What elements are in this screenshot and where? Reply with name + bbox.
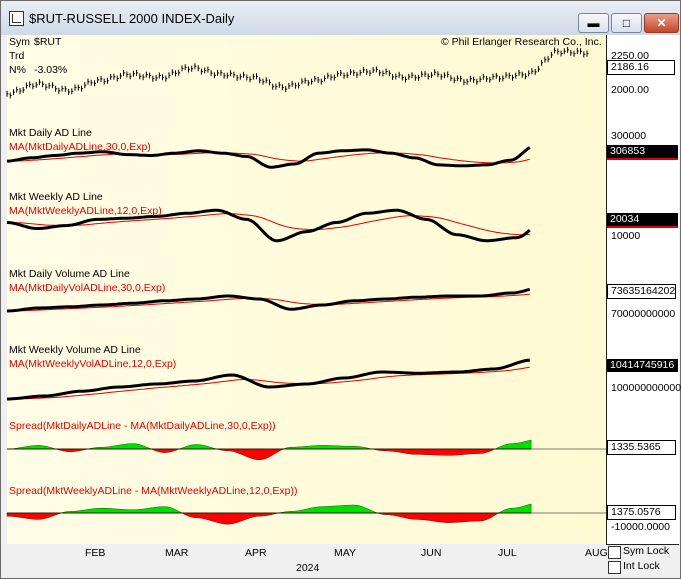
price-panel[interactable]: Sym $RUT Trd N% -3.03% © Phil Erlanger R… (6, 35, 606, 125)
copyright-text: © Phil Erlanger Research Co., Inc. (441, 36, 602, 48)
weekly-vol-ad-value-box: 10414745916 (607, 359, 678, 372)
weekly-spread-label: Spread(MktWeeklyADLine - MA(MktWeeklyADL… (9, 485, 298, 497)
daily-vol-ad-scale[interactable]: 73635164202 70000000000 (606, 264, 679, 341)
weekly-vol-ad-panel[interactable]: Mkt Weekly Volume AD Line MA(MktWeeklyVo… (7, 340, 606, 417)
x-tick-jul: JUL (498, 547, 517, 559)
weekly-spread-scale[interactable]: 1375.0576 -10000.0000 (606, 481, 679, 545)
npct-label: N% (9, 64, 26, 76)
weekly-spread-positive-area (7, 503, 532, 514)
daily-spread-positive-area (6, 439, 532, 450)
price-tick-2250: 2250.00 (611, 50, 649, 62)
weekly-ad-line (6, 208, 531, 243)
daily-spread-panel[interactable]: Spread(MktDailyADLine - MA(MktDailyADLin… (6, 416, 606, 482)
daily-ad-label: Mkt Daily AD Line (9, 127, 92, 139)
daily-ad-value-box: 306853 (607, 145, 678, 160)
sym-lock-checkbox[interactable] (608, 546, 621, 559)
int-lock-label: Int Lock (623, 560, 660, 572)
daily-ad-tick: 300000 (611, 130, 647, 142)
weekly-ad-label: Mkt Weekly AD Line (9, 191, 103, 203)
daily-ad-plot (6, 146, 531, 169)
daily-ad-ma-label: MA(MktDailyADLine,30,0,Exp) (9, 141, 151, 153)
daily-spread-scale[interactable]: 1335.5365 (606, 416, 679, 482)
x-tick-jun: JUN (421, 547, 442, 559)
daily-spread-label: Spread(MktDailyADLine - MA(MktDailyADLin… (9, 420, 276, 432)
daily-spread-value-box: 1335.5365 (607, 440, 676, 455)
price-tick-2000: 2000.00 (611, 84, 649, 96)
daily-ad-scale[interactable]: 300000 306853 (606, 124, 679, 188)
weekly-spread-value-box: 1375.0576 (607, 505, 676, 520)
price-scale[interactable]: 2250.00 2000.00 2186.16 (606, 35, 679, 125)
weekly-spread-plot (6, 503, 606, 525)
x-tick-feb: FEB (85, 547, 106, 559)
price-bars (6, 46, 589, 99)
daily-vol-ad-ma-line (7, 293, 530, 312)
daily-vol-ad-tick: 70000000000 (611, 308, 676, 320)
maximize-button[interactable]: □ (611, 13, 642, 33)
weekly-vol-ad-tick: 100000000000 (611, 382, 681, 394)
x-tick-mar: MAR (165, 547, 189, 559)
weekly-vol-ad-ma-line (7, 366, 530, 400)
x-tick-may: MAY (334, 547, 356, 559)
x-tick-aug: AUG (585, 547, 608, 559)
weekly-ad-panel[interactable]: Mkt Weekly AD Line MA(MktWeeklyADLine,12… (6, 187, 606, 265)
weekly-ad-scale[interactable]: 20034 10000 (606, 187, 679, 265)
daily-spread-plot (6, 439, 606, 461)
weekly-vol-ad-plot (7, 358, 530, 401)
weekly-ad-tick: 10000 (611, 230, 641, 242)
weekly-vol-ad-line (7, 358, 530, 401)
close-button[interactable]: ✕ (644, 13, 679, 33)
chart-area[interactable]: Sym $RUT Trd N% -3.03% © Phil Erlanger R… (6, 35, 681, 545)
weekly-spread-panel[interactable]: Spread(MktWeeklyADLine - MA(MktWeeklyADL… (6, 481, 606, 545)
weekly-vol-ad-label: Mkt Weekly Volume AD Line (9, 344, 141, 356)
x-tick-apr: APR (245, 547, 267, 559)
daily-ad-panel[interactable]: Mkt Daily AD Line MA(MktDailyADLine,30,0… (6, 124, 606, 188)
minimize-button[interactable]: ▬ (578, 13, 609, 33)
daily-vol-ad-label: Mkt Daily Volume AD Line (9, 268, 130, 280)
chart-app-icon (9, 11, 24, 26)
npct-value: -3.03% (34, 64, 68, 76)
daily-vol-ad-panel[interactable]: Mkt Daily Volume AD Line MA(MktDailyVolA… (6, 264, 606, 341)
weekly-ad-plot (6, 208, 531, 243)
daily-spread-negative-area (7, 448, 532, 461)
weekly-ad-ma-line (7, 213, 530, 236)
price-plot (6, 46, 589, 99)
weekly-ad-value-box: 20034 (607, 213, 678, 228)
trd-label: Trd (9, 50, 25, 62)
sym-lock-label: Sym Lock (623, 545, 670, 557)
close-icon: ✕ (656, 16, 667, 30)
weekly-vol-ad-scale[interactable]: 10414745916 100000000000 (606, 340, 681, 417)
weekly-ad-ma-label: MA(MktWeeklyADLine,12,0,Exp) (9, 205, 162, 217)
window-title: $RUT-RUSSELL 2000 INDEX-Daily (29, 11, 235, 26)
maximize-icon: □ (622, 16, 631, 30)
title-bar[interactable]: $RUT-RUSSELL 2000 INDEX-Daily ▬ □ ✕ (1, 1, 680, 35)
weekly-vol-ad-ma-label: MA(MktWeeklyVolADLine,12,0,Exp) (9, 358, 177, 370)
daily-vol-ad-ma-label: MA(MktDailyVolADLine,30,0,Exp) (9, 282, 166, 294)
price-value-box: 2186.16 (607, 60, 675, 75)
sym-value: $RUT (34, 36, 62, 48)
daily-vol-ad-plot (6, 287, 531, 313)
x-axis[interactable]: FEB MAR APR MAY JUN JUL AUG 2024 (7, 544, 608, 574)
weekly-spread-tick: -10000.0000 (611, 521, 670, 533)
weekly-spread-negative-area (6, 512, 532, 525)
daily-ad-ma-line (7, 152, 530, 164)
daily-vol-ad-value-box: 73635164202 (607, 284, 676, 299)
minimize-icon: ▬ (587, 16, 600, 30)
x-axis-year: 2024 (296, 562, 320, 574)
int-lock-checkbox[interactable] (608, 561, 621, 574)
daily-ad-line (6, 146, 531, 169)
sym-label: Sym (9, 36, 30, 48)
daily-vol-ad-line (6, 287, 531, 313)
